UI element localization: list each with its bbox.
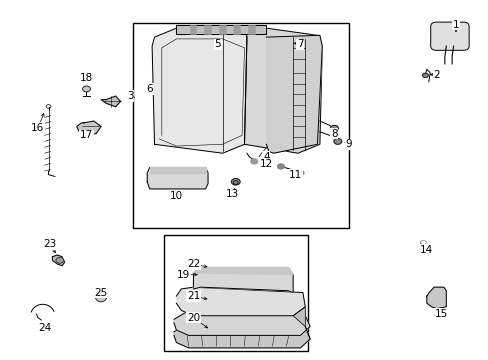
Circle shape (277, 164, 284, 169)
Text: 12: 12 (259, 159, 272, 169)
Text: 22: 22 (186, 259, 200, 269)
Text: 13: 13 (225, 189, 239, 199)
Polygon shape (77, 121, 101, 135)
Circle shape (333, 139, 341, 144)
Text: 23: 23 (43, 239, 57, 249)
Polygon shape (101, 96, 120, 107)
Polygon shape (292, 307, 309, 339)
Polygon shape (176, 24, 266, 33)
Text: 7: 7 (297, 39, 303, 49)
Polygon shape (174, 325, 309, 348)
Circle shape (82, 86, 90, 92)
Text: 14: 14 (419, 245, 432, 255)
Bar (247, 24, 254, 33)
Text: 15: 15 (434, 309, 447, 319)
Text: 10: 10 (169, 191, 183, 201)
Text: 21: 21 (186, 291, 200, 301)
Circle shape (231, 179, 240, 185)
Text: 18: 18 (80, 73, 93, 83)
Bar (218, 24, 225, 33)
Circle shape (330, 125, 338, 131)
Bar (132, 23, 348, 228)
Text: 11: 11 (288, 170, 302, 180)
Text: 2: 2 (432, 69, 439, 80)
Polygon shape (244, 28, 322, 153)
Polygon shape (176, 287, 305, 316)
Text: 4: 4 (263, 152, 269, 162)
Polygon shape (52, 255, 64, 266)
Polygon shape (266, 35, 322, 153)
Text: 1: 1 (452, 19, 458, 30)
Circle shape (56, 257, 63, 263)
Polygon shape (174, 312, 309, 336)
Text: 17: 17 (80, 130, 93, 140)
Text: 25: 25 (94, 288, 107, 297)
Text: 24: 24 (39, 323, 52, 333)
Polygon shape (147, 167, 207, 189)
Text: 6: 6 (146, 84, 153, 94)
Bar (233, 24, 240, 33)
Text: 8: 8 (330, 129, 337, 139)
Text: 20: 20 (186, 312, 200, 323)
Polygon shape (149, 167, 205, 173)
Text: 9: 9 (345, 139, 352, 149)
Polygon shape (193, 267, 292, 293)
Circle shape (422, 73, 427, 77)
Polygon shape (95, 291, 107, 302)
Polygon shape (426, 287, 446, 309)
Circle shape (296, 170, 303, 175)
Text: 3: 3 (127, 91, 133, 101)
Text: 19: 19 (177, 270, 190, 280)
Polygon shape (152, 28, 246, 153)
Bar (164, 235, 307, 351)
FancyBboxPatch shape (430, 22, 468, 50)
Text: 16: 16 (31, 123, 44, 133)
Bar (203, 24, 210, 33)
Bar (189, 24, 196, 33)
Text: 5: 5 (214, 39, 221, 49)
Polygon shape (193, 267, 292, 275)
Circle shape (250, 159, 257, 164)
